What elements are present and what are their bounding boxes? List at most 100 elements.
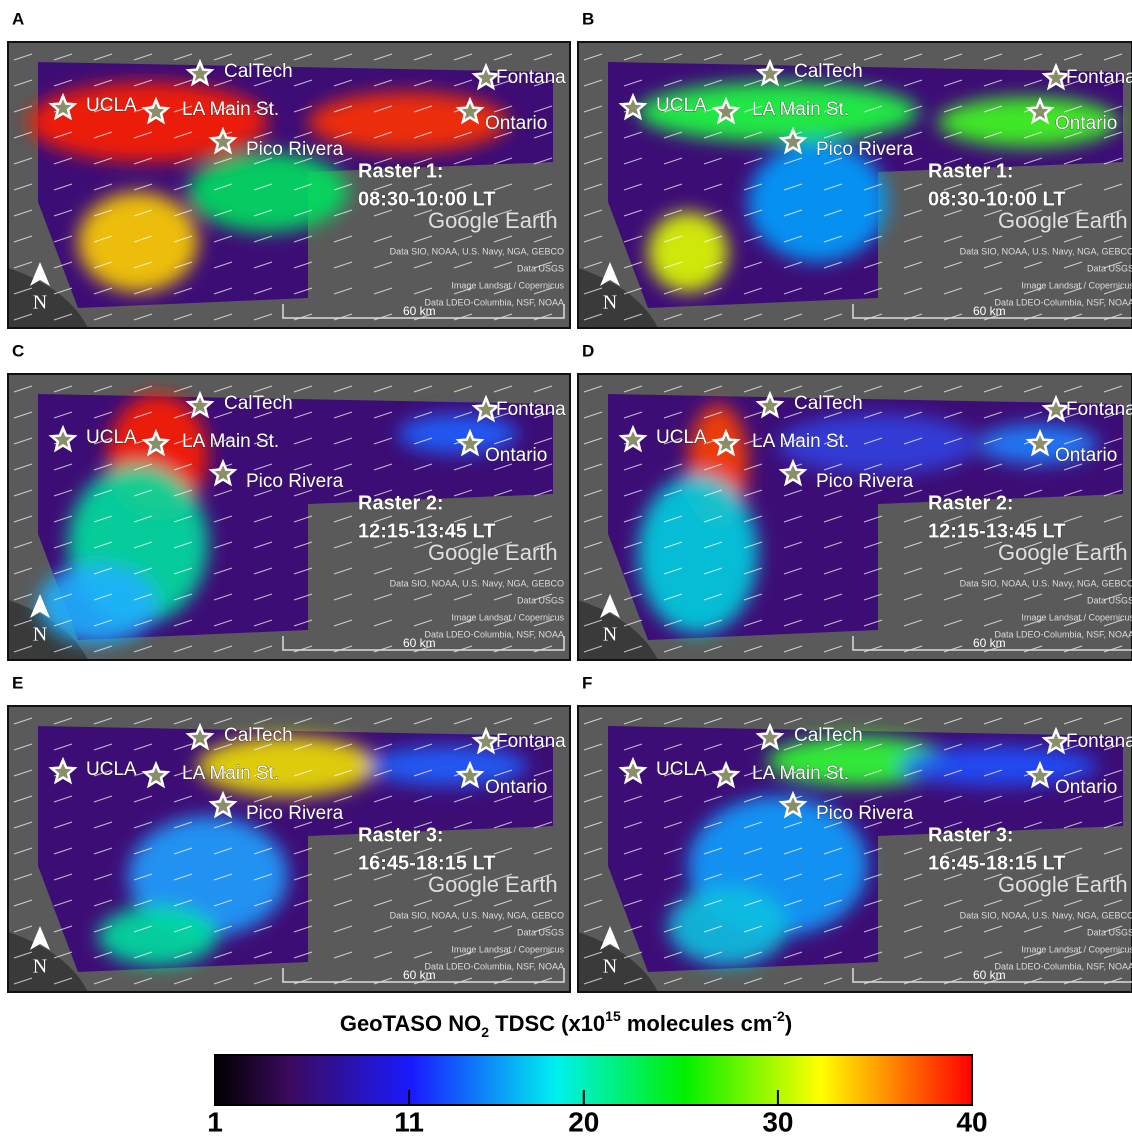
attribution: Data SIO, NOAA, U.S. Navy, NGA, GEBCO — [960, 910, 1132, 920]
north-label: N — [603, 956, 617, 978]
site-label: Fontana — [496, 67, 566, 88]
raster-time: 08:30-10:00 LT — [358, 188, 495, 210]
map-content — [8, 42, 570, 328]
site-label: UCLA — [656, 759, 707, 780]
site-star — [755, 722, 785, 751]
title-part: 15 — [605, 1008, 621, 1024]
attribution: Data USGS — [517, 263, 564, 273]
tick-label: 20 — [568, 1106, 599, 1137]
site-label: Pico Rivera — [246, 471, 344, 492]
site-star — [755, 390, 785, 419]
scale-bar — [282, 968, 565, 983]
site-star — [185, 722, 215, 751]
wind-vectors — [8, 374, 570, 660]
site-label: LA Main St. — [752, 431, 849, 452]
attribution: Image Landsat / Copernicus — [451, 944, 564, 954]
site-label: Fontana — [1066, 731, 1132, 752]
raster-label: Raster 2: — [358, 492, 444, 514]
site-star — [778, 790, 808, 819]
site-label: CalTech — [224, 393, 293, 414]
raster-time: 16:45-18:15 LT — [928, 852, 1065, 874]
site-label: Ontario — [485, 113, 547, 134]
site-star — [1041, 62, 1071, 91]
site-star — [208, 790, 238, 819]
attribution: Data LDEO-Columbia, NSF, NOAA — [994, 961, 1132, 971]
site-star — [711, 428, 741, 457]
site-star — [755, 58, 785, 87]
site-star — [471, 62, 501, 91]
site-star — [455, 96, 485, 125]
attribution: Data SIO, NOAA, U.S. Navy, NGA, GEBCO — [390, 910, 564, 920]
wind-vectors — [578, 42, 1132, 328]
attribution: Data SIO, NOAA, U.S. Navy, NGA, GEBCO — [390, 578, 564, 588]
attribution: Data USGS — [1087, 263, 1132, 273]
north-arrow — [30, 262, 50, 286]
site-label: Pico Rivera — [816, 471, 914, 492]
site-label: Pico Rivera — [246, 139, 344, 160]
attribution: Data USGS — [1087, 927, 1132, 937]
north-label: N — [603, 292, 617, 314]
scale-label: 60 km — [403, 636, 436, 650]
site-label: UCLA — [86, 759, 137, 780]
north-label: N — [603, 624, 617, 646]
site-label: Pico Rivera — [816, 139, 914, 160]
map-panel: CalTech Fontana UCLA LA Main St. Ontario Pico… — [577, 373, 1132, 661]
site-label: LA Main St. — [182, 763, 279, 784]
site-star — [618, 92, 648, 121]
attribution: Data SIO, NOAA, U.S. Navy, NGA, GEBCO — [390, 246, 564, 256]
title-part: molecules cm — [621, 1011, 773, 1036]
attribution: Data LDEO-Columbia, NSF, NOAA — [424, 297, 564, 307]
site-star — [618, 424, 648, 453]
attribution: Data LDEO-Columbia, NSF, NOAA — [424, 961, 564, 971]
map-panel: CalTech Fontana UCLA LA Main St. Ontario Pico… — [7, 373, 571, 661]
raster-label: Raster 2: — [928, 492, 1014, 514]
scale-label: 60 km — [973, 304, 1006, 318]
map-content — [8, 374, 570, 660]
site-label: UCLA — [656, 427, 707, 448]
site-label: Ontario — [485, 445, 547, 466]
watermark: Google Earth — [998, 540, 1128, 565]
north-arrow — [600, 926, 620, 950]
panel-frame — [7, 41, 571, 329]
raster-label: Raster 1: — [358, 160, 444, 182]
raster-label: Raster 1: — [928, 160, 1014, 182]
watermark: Google Earth — [428, 872, 558, 897]
site-star — [185, 390, 215, 419]
panel-letter: E — [12, 673, 23, 692]
site-label: Fontana — [496, 399, 566, 420]
site-star — [208, 126, 238, 155]
north-arrow — [600, 594, 620, 618]
site-star — [455, 760, 485, 789]
watermark: Google Earth — [428, 540, 558, 565]
north-label: N — [33, 292, 47, 314]
attribution: Data LDEO-Columbia, NSF, NOAA — [994, 297, 1132, 307]
site-star — [1025, 96, 1055, 125]
site-star — [455, 428, 485, 457]
site-star — [1041, 726, 1071, 755]
tick-label: 11 — [394, 1106, 424, 1137]
site-label: LA Main St. — [752, 99, 849, 120]
site-label: CalTech — [224, 725, 293, 746]
wind-vectors — [8, 706, 570, 992]
north-label: N — [33, 624, 47, 646]
panel-letter: F — [582, 673, 592, 692]
scale-bar — [852, 968, 1132, 983]
north-label: N — [33, 956, 47, 978]
site-label: UCLA — [656, 95, 707, 116]
north-arrow — [30, 926, 50, 950]
site-star — [711, 96, 741, 125]
map-panel: CalTech Fontana UCLA LA Main St. Ontario Pico… — [577, 705, 1132, 993]
attribution: Image Landsat / Copernicus — [1021, 280, 1132, 290]
wind-vectors — [578, 706, 1132, 992]
site-star — [141, 760, 171, 789]
site-star — [141, 96, 171, 125]
site-label: Fontana — [1066, 399, 1132, 420]
attribution: Data USGS — [517, 595, 564, 605]
site-star — [618, 756, 648, 785]
site-star — [48, 756, 78, 785]
map-panel: CalTech Fontana UCLA LA Main St. Ontario Pico… — [577, 41, 1132, 329]
site-star — [778, 458, 808, 487]
site-star — [1041, 394, 1071, 423]
attribution: Data LDEO-Columbia, NSF, NOAA — [424, 629, 564, 639]
site-star — [185, 58, 215, 87]
